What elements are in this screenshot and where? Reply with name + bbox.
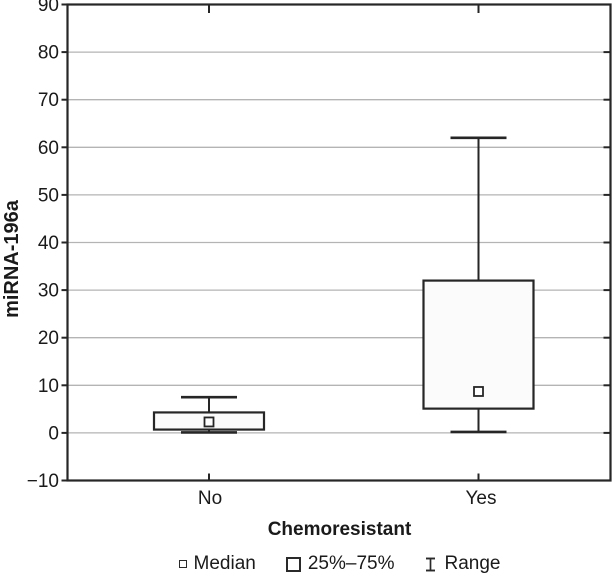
legend-item-iqr: 25%–75% [285, 553, 395, 575]
x-tick-label-yes: Yes [465, 488, 497, 509]
legend-label-median: Median [193, 553, 256, 574]
median-marker-no [203, 416, 215, 428]
y-tick-label-10: 10 [38, 376, 59, 397]
y-tick-label-40: 40 [38, 233, 59, 254]
legend-item-range: Range [424, 553, 500, 575]
y-tick-label--10: −10 [27, 471, 59, 492]
median-marker-yes [473, 386, 484, 397]
y-tick-label-60: 60 [38, 138, 59, 159]
y-tick-label-50: 50 [38, 185, 59, 206]
x-axis-title: Chemoresistant [267, 519, 412, 540]
y-axis-title: miRNA-196a [1, 200, 23, 318]
legend: Median 25%–75% Range [68, 553, 611, 575]
y-tick-label-70: 70 [38, 90, 59, 111]
y-tick-label-30: 30 [38, 281, 59, 302]
legend-label-iqr: 25%–75% [307, 553, 395, 574]
y-tick-label-20: 20 [38, 328, 59, 349]
legend-item-median: Median [178, 553, 256, 575]
range-whisker-marker-icon [426, 557, 436, 571]
x-tick-label-no: No [197, 488, 223, 509]
iqr-box-marker-icon [285, 556, 301, 572]
y-tick-label-80: 80 [38, 43, 59, 64]
y-tick-label-90: 90 [38, 0, 59, 16]
median-marker-icon [178, 560, 187, 568]
legend-label-range: Range [444, 553, 501, 574]
y-tick-label-0: 0 [48, 423, 59, 444]
